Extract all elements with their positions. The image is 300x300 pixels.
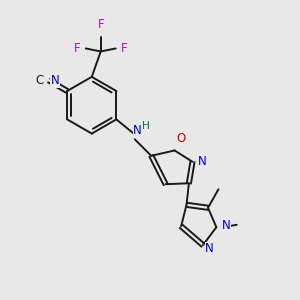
Text: C: C [35,74,44,87]
Text: O: O [176,132,186,145]
Text: N: N [205,242,214,255]
Text: N: N [198,155,207,168]
Text: N: N [51,74,59,87]
Text: F: F [121,42,128,55]
Text: F: F [98,18,104,31]
Text: H: H [142,121,150,131]
Text: N: N [134,124,142,137]
Text: F: F [74,42,80,55]
Text: N: N [222,219,230,232]
